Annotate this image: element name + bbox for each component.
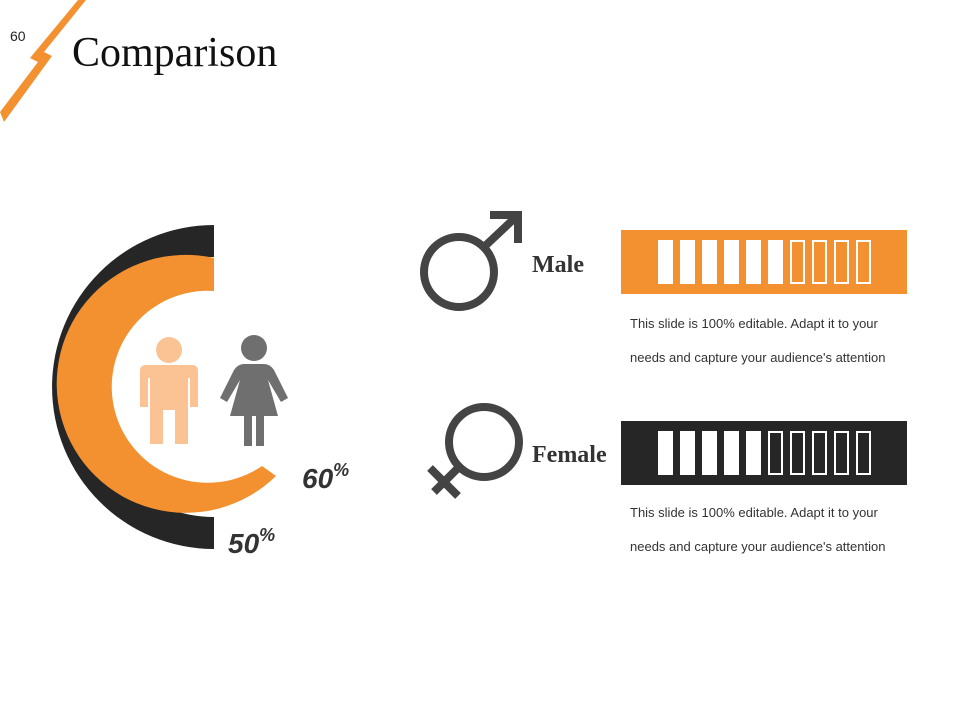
inner-percent-symbol: % <box>333 460 350 480</box>
inner-percent-value: 60 <box>302 463 334 494</box>
filled-unit <box>701 240 717 284</box>
female-progress-bar <box>621 421 907 485</box>
slide-title: Comparison <box>72 30 278 76</box>
filled-unit <box>679 431 695 475</box>
female-label: Female <box>532 442 607 468</box>
filled-unit <box>657 240 673 284</box>
female-symbol-icon <box>427 403 523 499</box>
empty-unit <box>789 431 805 475</box>
empty-unit <box>811 431 827 475</box>
filled-unit <box>701 431 717 475</box>
female-description: This slide is 100% editable. Adapt it to… <box>630 496 930 564</box>
male-label: Male <box>532 252 584 278</box>
empty-unit <box>811 240 827 284</box>
filled-unit <box>745 240 761 284</box>
male-person-icon <box>140 337 198 444</box>
filled-unit <box>767 240 783 284</box>
male-description: This slide is 100% editable. Adapt it to… <box>630 307 930 375</box>
male-description-line-1: This slide is 100% editable. Adapt it to… <box>630 316 878 331</box>
empty-unit <box>833 240 849 284</box>
outer-percent-label: 50% <box>228 525 275 560</box>
inner-ring-orange <box>56 254 276 513</box>
slide-number: 60 <box>10 28 26 44</box>
female-description-line-2: needs and capture your audience's attent… <box>630 539 886 554</box>
filled-unit <box>723 240 739 284</box>
lightning-accent-icon <box>0 0 86 122</box>
empty-unit <box>789 240 805 284</box>
empty-unit <box>767 431 783 475</box>
filled-unit <box>679 240 695 284</box>
empty-unit <box>855 431 871 475</box>
filled-unit <box>657 431 673 475</box>
empty-unit <box>833 431 849 475</box>
male-symbol-icon <box>420 211 522 311</box>
female-description-line-1: This slide is 100% editable. Adapt it to… <box>630 505 878 520</box>
outer-percent-value: 50 <box>228 528 260 559</box>
male-progress-bar <box>621 230 907 294</box>
empty-unit <box>855 240 871 284</box>
outer-percent-symbol: % <box>259 525 276 545</box>
gender-ring-graphic <box>52 225 288 549</box>
filled-unit <box>723 431 739 475</box>
male-description-line-2: needs and capture your audience's attent… <box>630 350 886 365</box>
inner-percent-label: 60% <box>302 460 349 495</box>
female-person-icon <box>220 335 288 446</box>
filled-unit <box>745 431 761 475</box>
